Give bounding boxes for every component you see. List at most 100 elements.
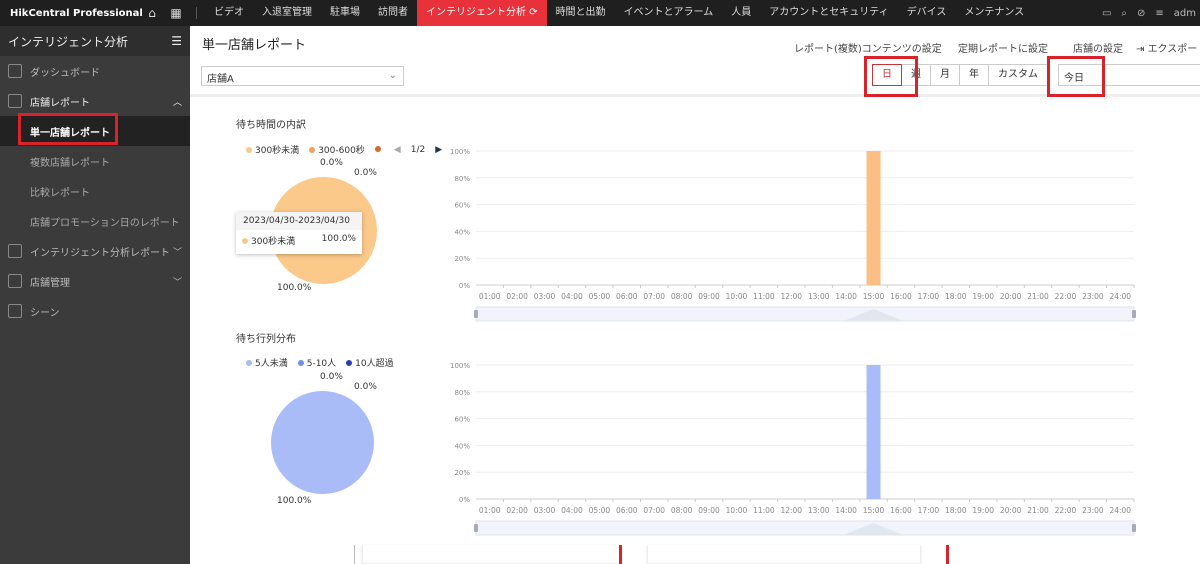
nav-item-label: 駐車場 xyxy=(330,7,360,18)
nav-item[interactable]: アカウントとセキュリティ xyxy=(760,0,897,26)
nav-item[interactable]: 人員 xyxy=(722,0,760,26)
period-button[interactable]: 年 xyxy=(959,64,989,86)
nav-item[interactable]: 入退室管理 xyxy=(253,0,321,26)
nav-item-label: 人員 xyxy=(731,7,752,18)
period-button[interactable]: 月 xyxy=(930,64,960,86)
grid-icon[interactable]: ▦ xyxy=(170,6,182,20)
slider-handle-left[interactable] xyxy=(474,310,478,318)
tooltip-value: 100.0% xyxy=(321,234,356,244)
store-icon xyxy=(8,94,22,108)
x-tick-label: 19:00 xyxy=(972,292,994,301)
x-tick-label: 21:00 xyxy=(1027,292,1049,301)
x-tick-label: 07:00 xyxy=(643,506,665,515)
sidebar-item-dashboard[interactable]: ダッシュボード xyxy=(0,56,190,86)
legend-page: 1/2 xyxy=(410,144,426,155)
chevron-up-icon: ︿ xyxy=(172,97,182,108)
legend-item[interactable] xyxy=(374,145,384,155)
search-icon[interactable]: ⌕ xyxy=(1121,7,1127,19)
sidebar-sub-single-store[interactable]: 単一店舗レポート xyxy=(0,116,190,146)
sidebar-item-store-report[interactable]: 店舗レポート ︿ xyxy=(0,86,190,116)
nav-item-label: イベントとアラーム xyxy=(623,7,714,18)
date-range-select[interactable]: 今日 xyxy=(1058,64,1200,86)
report-icon xyxy=(8,244,22,258)
home-icon[interactable]: ⌂ xyxy=(148,6,156,20)
legend-item[interactable]: 5-10人 xyxy=(297,356,336,369)
nav-item[interactable]: 時間と出勤 xyxy=(547,0,615,26)
chevron-down-icon: ﹀ xyxy=(172,247,182,258)
highlight-box xyxy=(1047,56,1105,97)
x-tick-label: 15:00 xyxy=(863,506,885,515)
app-logo[interactable]: HikCentral Professional xyxy=(0,7,143,19)
legend-prev-icon[interactable]: ◀ xyxy=(393,144,401,155)
slider-handle-left[interactable] xyxy=(474,524,478,532)
content-settings-link[interactable]: レポート(複数)コンテンツの設定 xyxy=(794,44,942,55)
compass-icon[interactable]: ⊘ xyxy=(1137,7,1146,19)
nav-item-label: メンテナンス xyxy=(964,7,1025,18)
folder-icon[interactable]: ▭ xyxy=(1101,7,1112,19)
nav-item-label: アカウントとセキュリティ xyxy=(769,7,889,18)
sidebar-item-scene[interactable]: シーン xyxy=(0,296,190,326)
collapse-sidebar-icon[interactable]: ☰ xyxy=(171,34,182,48)
nav-item[interactable]: イベントとアラーム xyxy=(615,0,723,26)
zoom-slider[interactable] xyxy=(475,306,1135,322)
nav-item[interactable]: インテリジェント分析 ⟳ xyxy=(417,0,547,26)
nav-item-label: 訪問者 xyxy=(378,7,408,18)
queue-pie[interactable] xyxy=(271,391,374,494)
nav-item-label: ビデオ xyxy=(214,7,244,18)
slider-handle-right[interactable] xyxy=(1132,524,1136,532)
x-tick-label: 18:00 xyxy=(945,506,967,515)
divider xyxy=(190,94,1200,97)
legend-item[interactable]: 300秒未満 xyxy=(246,143,299,156)
period-button[interactable]: 日 xyxy=(872,64,902,86)
x-tick-label: 23:00 xyxy=(1082,292,1104,301)
slider-preview xyxy=(843,309,904,321)
pie-label: 100.0% xyxy=(277,283,312,293)
schedule-report-link[interactable]: 定期レポートに設定 xyxy=(958,44,1048,55)
date-range-value: 今日 xyxy=(1064,73,1084,84)
user-name[interactable]: adm xyxy=(1173,7,1196,19)
scene-icon xyxy=(8,304,22,318)
nav-item[interactable]: メンテナンス xyxy=(955,0,1033,26)
menu-icon[interactable]: ≡ xyxy=(1155,7,1164,19)
legend-next-icon[interactable]: ▶ xyxy=(435,144,443,155)
bar[interactable] xyxy=(866,365,881,499)
sidebar-item-label: インテリジェント分析レポート xyxy=(30,247,170,259)
bar[interactable] xyxy=(866,151,881,285)
nav-item[interactable]: 訪問者 xyxy=(369,0,417,26)
pie-label: 0.0% xyxy=(354,382,377,392)
pie-label: 100.0% xyxy=(277,496,312,506)
slider-handle-right[interactable] xyxy=(1132,310,1136,318)
export-button[interactable]: ⇥ エクスポート xyxy=(1136,40,1200,55)
card xyxy=(647,545,921,564)
nav-item[interactable]: 駐車場 xyxy=(321,0,369,26)
x-tick-label: 16:00 xyxy=(890,506,912,515)
store-settings-link[interactable]: 店舗の設定 xyxy=(1073,44,1123,55)
x-tick-label: 20:00 xyxy=(1000,292,1022,301)
legend-item[interactable]: 5人未満 xyxy=(246,356,288,369)
legend-item[interactable]: 10人超過 xyxy=(346,356,394,369)
store-settings-icon xyxy=(8,274,22,288)
page-title: 単一店舗レポート xyxy=(202,38,307,53)
chevron-down-icon: ⌄ xyxy=(388,70,397,81)
sidebar-sub-multi-store[interactable]: 複数店舗レポート xyxy=(30,157,110,169)
chevron-down-icon: ﹀ xyxy=(172,277,182,288)
zoom-slider[interactable] xyxy=(475,520,1135,536)
sidebar-item-store-management[interactable]: 店舗管理 ﹀ xyxy=(0,266,190,296)
legend-item[interactable]: 300-600秒 xyxy=(309,143,365,156)
x-tick-label: 23:00 xyxy=(1082,506,1104,515)
x-tick-label: 17:00 xyxy=(918,292,940,301)
nav-item[interactable]: ビデオ xyxy=(205,0,253,26)
pie-label: 0.0% xyxy=(354,168,377,178)
store-select[interactable]: 店舗A ⌄ xyxy=(201,66,404,86)
sidebar-sub-promotion[interactable]: 店舗プロモーション日のレポート xyxy=(30,217,180,229)
period-button[interactable]: カスタム xyxy=(988,64,1048,86)
x-tick-label: 07:00 xyxy=(643,292,665,301)
sidebar-item-intelligent-report[interactable]: インテリジェント分析レポート ﹀ xyxy=(0,236,190,266)
x-tick-label: 11:00 xyxy=(753,292,775,301)
highlight-mark xyxy=(946,545,949,564)
x-tick-label: 22:00 xyxy=(1055,506,1077,515)
refresh-icon[interactable]: ⟳ xyxy=(526,7,538,18)
nav-item[interactable]: デバイス xyxy=(898,0,956,26)
sidebar-sub-compare[interactable]: 比較レポート xyxy=(30,187,90,199)
queue-title: 待ち行列分布 xyxy=(236,334,296,345)
